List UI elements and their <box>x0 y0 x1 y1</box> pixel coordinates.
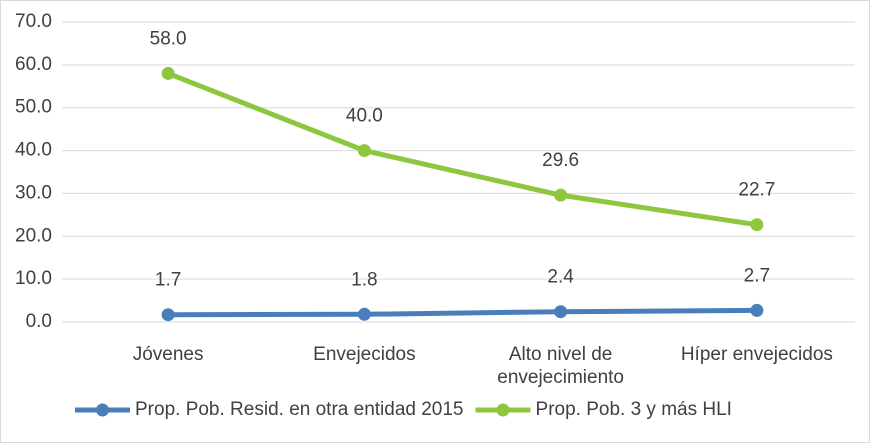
data-label: 1.7 <box>155 270 181 291</box>
y-tick-label: 0.0 <box>26 311 52 332</box>
x-tick-label: Híper envejecidos <box>680 344 833 365</box>
data-label: 2.7 <box>744 265 770 286</box>
y-tick-label: 10.0 <box>15 268 52 289</box>
data-label: 22.7 <box>738 180 775 201</box>
data-label: 58.0 <box>150 28 187 49</box>
marker <box>161 66 175 80</box>
x-tick-label: Envejecidos <box>313 344 416 365</box>
marker <box>750 218 764 232</box>
data-label: 1.8 <box>351 269 377 290</box>
line <box>167 71 758 228</box>
data-label: 40.0 <box>346 106 383 127</box>
legend-label: Prop. Pob. 3 y más HLI <box>536 399 732 420</box>
marker <box>554 305 568 319</box>
marker <box>357 307 371 321</box>
data-label: 2.4 <box>547 267 574 288</box>
line <box>168 307 757 318</box>
y-tick-label: 60.0 <box>15 54 52 75</box>
x-tick-label: Alto nivel de envejecimiento <box>497 344 624 388</box>
y-tick-label: 20.0 <box>15 225 52 246</box>
x-tick-label: Jóvenes <box>132 344 204 365</box>
y-tick-label: 50.0 <box>15 97 52 118</box>
marker <box>554 188 568 202</box>
y-tick-label: 30.0 <box>15 182 52 203</box>
legend-marker <box>96 403 109 417</box>
y-tick-label: 40.0 <box>15 140 52 161</box>
marker <box>750 303 764 317</box>
marker <box>357 144 371 158</box>
data-label: 29.6 <box>542 150 579 171</box>
marker <box>161 308 175 322</box>
y-tick-label: 70.0 <box>15 11 52 32</box>
legend-marker <box>496 403 510 417</box>
legend-label: Prop. Pob. Resid. en otra entidad 2015 <box>135 399 464 420</box>
